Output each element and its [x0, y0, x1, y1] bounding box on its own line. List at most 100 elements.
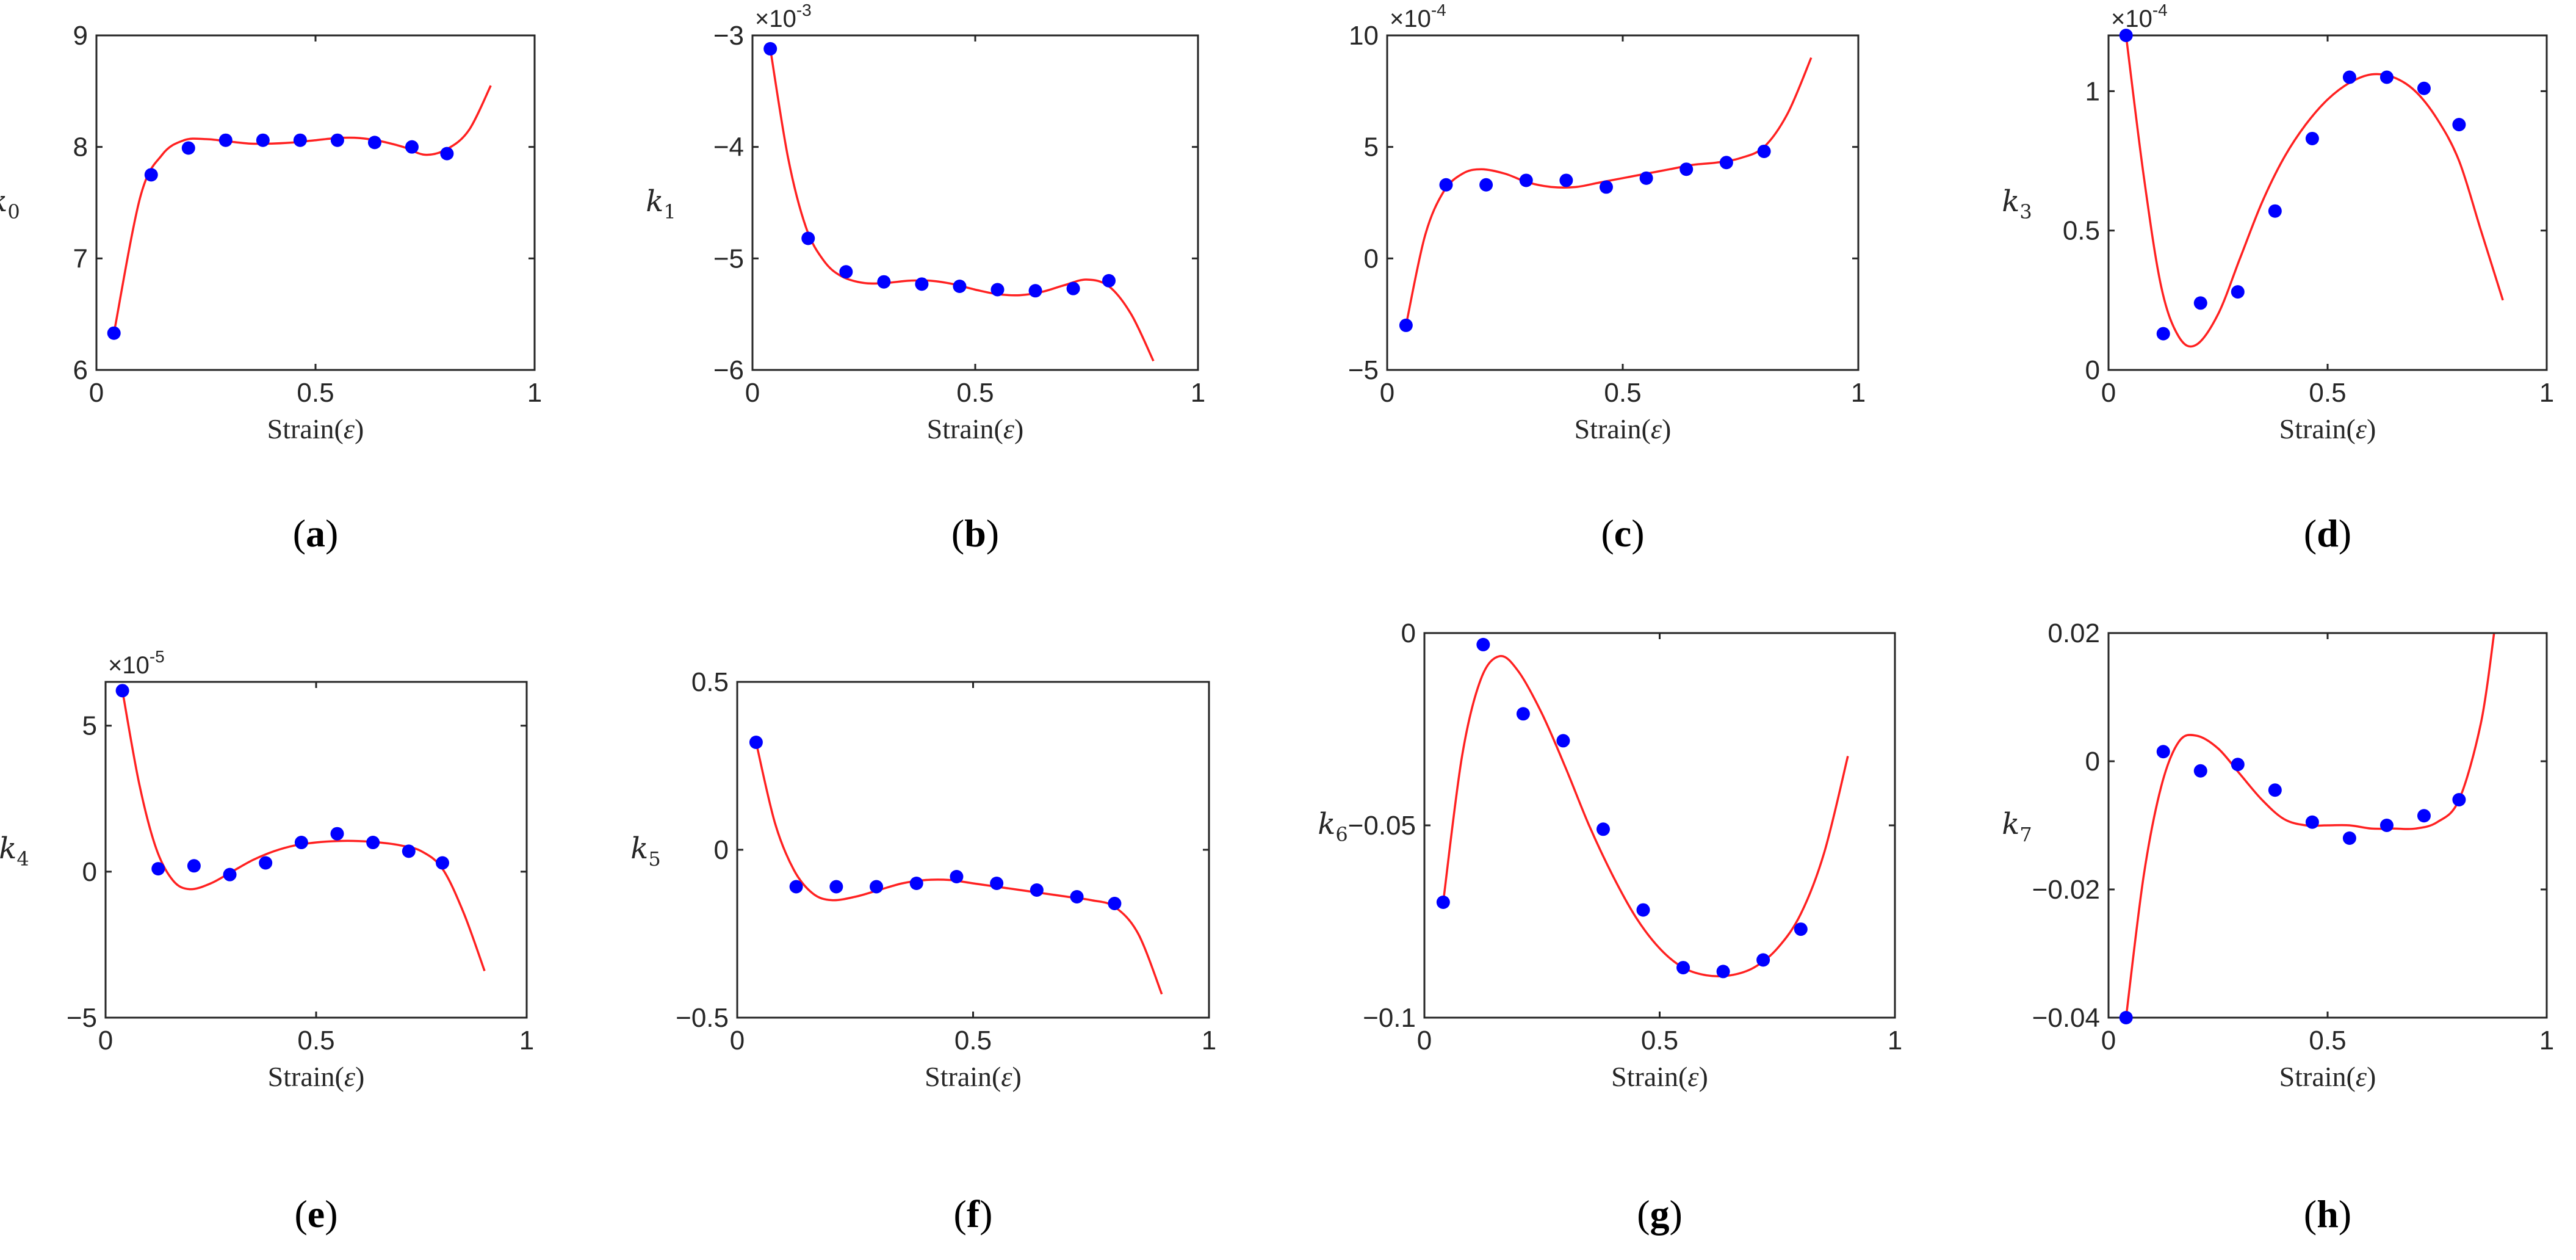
x-axis-label-text: Strain( [2279, 413, 2356, 444]
x-axis-label-symbol: ε [1001, 1061, 1012, 1092]
y-tick-label: −6 [713, 355, 744, 385]
data-point [1516, 707, 1530, 721]
data-point [1679, 162, 1694, 176]
data-point [436, 856, 449, 870]
x-axis-label-symbol: ε [1687, 1061, 1699, 1092]
axis-exponent-e: ×10-5 [108, 647, 165, 679]
data-point [953, 280, 967, 293]
y-tick-label: 8 [73, 132, 88, 162]
axis-exponent-d: ×10-4 [2111, 1, 2168, 32]
fit-curve-a [112, 85, 492, 334]
data-point [1439, 178, 1453, 192]
data-point [915, 277, 929, 291]
data-point [2305, 131, 2319, 145]
y-tick-label: −5 [67, 1003, 97, 1033]
data-point [870, 880, 884, 894]
data-point [749, 736, 763, 749]
data-point [181, 141, 195, 155]
x-tick-label: 0 [1417, 1026, 1432, 1055]
x-tick-label: 0 [89, 378, 104, 408]
x-tick-label: 0 [98, 1026, 113, 1055]
axes-frame-c [1386, 34, 1860, 371]
y-tick-label: 0.5 [691, 667, 729, 697]
x-tick-label: 0.5 [956, 378, 994, 408]
x-tick-label: 1 [2539, 1026, 2554, 1055]
y-axis-label-sub: 6 [1335, 823, 1348, 846]
exponent-base: ×10 [2111, 5, 2152, 32]
axes-frame-g [1423, 632, 1896, 1019]
fit-curve-e [121, 690, 486, 972]
axes-frame-f [736, 681, 1210, 1019]
fit-curve-b [769, 48, 1155, 362]
y-axis-label-base: k [0, 831, 16, 866]
x-tick-label: 0 [745, 378, 760, 408]
y-axis-label-d: k3 [2002, 184, 2032, 223]
x-axis-label-close: ) [355, 413, 364, 444]
x-axis-label-text: Strain( [1575, 413, 1651, 444]
y-axis-label-sub: 4 [16, 847, 29, 871]
caption-close: ) [325, 1192, 337, 1236]
caption-letter: h [2317, 1192, 2339, 1236]
y-axis-label-sub: 5 [648, 847, 660, 871]
caption-close: ) [1631, 512, 1644, 555]
y-tick-label: −0.05 [1348, 811, 1416, 841]
data-point [1028, 284, 1042, 298]
panel-caption-d: (d) [2304, 512, 2351, 555]
x-tick-label: 1 [1191, 378, 1205, 408]
data-point [405, 140, 419, 154]
data-point [2379, 70, 2394, 84]
x-tick-label: 1 [519, 1026, 534, 1055]
y-tick-label: −3 [713, 21, 744, 51]
x-axis-label-e: Strain(ε) [268, 1061, 365, 1092]
data-point [829, 880, 843, 894]
data-point [801, 231, 815, 245]
caption-close: ) [325, 512, 338, 555]
x-tick-label: 0.5 [954, 1026, 992, 1055]
x-axis-label-close: ) [1699, 1061, 1708, 1092]
panel-caption-h: (h) [2304, 1192, 2351, 1236]
y-axis-label-a: k0 [0, 184, 20, 223]
caption-open: ( [1601, 512, 1614, 555]
data-point [2193, 764, 2207, 778]
caption-letter: c [1614, 512, 1631, 555]
data-point [990, 877, 1004, 890]
x-tick-label: 0 [730, 1026, 745, 1055]
data-point [2342, 831, 2356, 845]
x-axis-label-f: Strain(ε) [925, 1061, 1022, 1092]
x-axis-label-symbol: ε [1651, 413, 1662, 444]
data-point [1716, 965, 1730, 979]
caption-letter: f [967, 1192, 980, 1236]
data-point [763, 42, 777, 56]
data-point [1476, 637, 1490, 651]
data-point [259, 856, 273, 870]
y-tick-label: 0 [2085, 747, 2100, 777]
x-tick-label: 1 [1202, 1026, 1216, 1055]
axes-frame-d [2107, 34, 2548, 371]
data-point [1757, 144, 1771, 158]
exponent-base: ×10 [108, 652, 150, 679]
y-axis-label-sub: 7 [2019, 823, 2032, 846]
data-point [107, 326, 121, 340]
caption-open: ( [1637, 1192, 1650, 1236]
x-axis-label-a: Strain(ε) [267, 413, 364, 444]
caption-open: ( [294, 1192, 307, 1236]
x-axis-label-text: Strain( [927, 413, 1003, 444]
x-axis-label-c: Strain(ε) [1575, 413, 1672, 444]
data-point [877, 275, 891, 289]
fit-curve-c [1405, 57, 1813, 326]
x-tick-label: 1 [1851, 378, 1866, 408]
exponent-power: -4 [1431, 1, 1446, 20]
x-axis-label-close: ) [1012, 1061, 1022, 1092]
x-axis-label-text: Strain( [268, 1061, 344, 1092]
data-point [1794, 922, 1808, 936]
y-axis-label-sub: 1 [663, 200, 676, 223]
data-point [293, 133, 307, 147]
y-tick-label: −5 [1348, 355, 1379, 385]
data-point [2452, 793, 2466, 806]
y-tick-label: 1 [2085, 76, 2100, 106]
y-axis-label-base: k [1318, 807, 1335, 841]
data-point [1639, 171, 1653, 185]
data-point [1030, 883, 1044, 897]
data-point [1556, 734, 1570, 748]
